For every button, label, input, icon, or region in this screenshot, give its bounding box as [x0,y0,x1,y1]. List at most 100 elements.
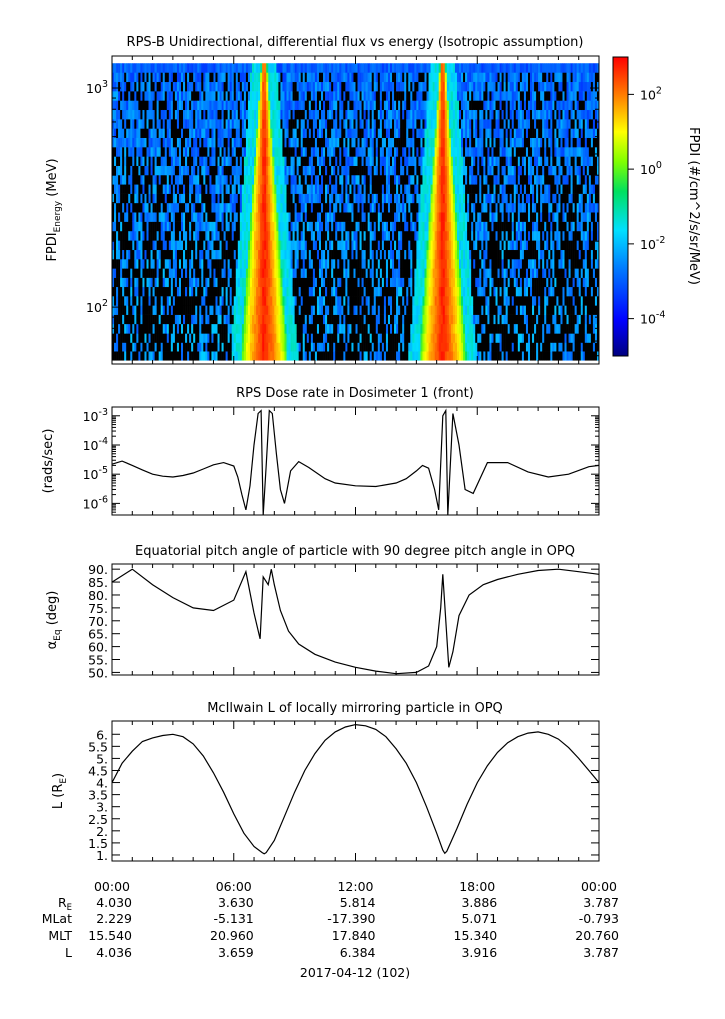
spectrogram-cell [280,165,283,176]
spectrogram-cell [323,193,326,204]
spectrogram-cell [302,259,306,269]
spectrogram-cell [408,109,411,120]
spectrogram-cell [170,165,174,176]
spectrogram-cell [205,202,208,213]
spectrogram-cell [357,193,360,204]
spectrogram-cell [373,63,377,73]
spectrogram-cell [201,323,204,334]
spectrogram-cell [385,184,389,194]
spectrogram-cell [134,277,137,288]
spectrogram-cell [363,156,366,167]
spectrogram-cell [331,296,334,306]
spectrogram-cell [272,184,275,194]
spectrogram-cell [221,268,224,278]
spectrogram-cell [387,193,391,204]
spectrogram-cell [187,81,190,92]
spectrogram-cell [314,333,318,343]
spectrogram-cell [381,174,385,185]
spectrogram-cell [414,91,417,101]
spectrogram-cell [245,212,249,222]
spectrogram-cell [197,193,200,204]
spectrogram-cell [392,137,395,148]
spectrogram-cell [150,63,153,73]
spectrogram-cell [193,128,196,138]
spectrogram-cell [197,286,200,297]
spectrogram-cell [308,72,312,83]
spectrogram-cell [333,156,336,167]
spectrogram-cell [185,63,188,73]
spectrogram-cell [385,240,389,251]
spectrogram-cell [174,323,178,334]
spectrogram-cell [225,249,228,260]
spectrogram-cell [379,240,383,251]
spectrogram-cell [355,277,358,288]
spectrogram-cell [308,314,312,325]
spectrogram-cell [406,305,409,315]
spectrogram-cell [422,128,425,138]
spectrogram-cell [138,81,141,92]
spectrogram-cell [172,259,176,269]
spectrogram-cell [239,333,243,343]
spectrogram-cell [390,147,393,157]
spectrogram-cell [349,184,352,194]
spectrogram-cell [402,351,405,361]
spectrogram-cell [323,165,326,176]
spectrogram-cell [337,305,340,315]
spectrogram-cell [426,156,429,167]
spectrogram-cell [136,351,139,361]
spectrogram-cell [402,202,405,213]
spectrogram-cell [379,91,383,101]
spectrogram-cell [387,230,391,241]
spectrogram-cell [231,165,235,176]
spectrogram-cell [367,259,371,269]
spectrogram-cell [241,109,245,120]
spectrogram-cell [134,240,137,251]
spectrogram-cell [191,165,194,176]
spectrogram-cell [292,221,295,232]
spectrogram-cell [231,268,235,278]
spectrogram-cell [191,249,194,260]
spectrogram-cell [323,314,326,325]
spectrogram-cell [254,296,257,306]
spectrogram-cell [264,230,267,241]
spectrogram-cell [323,91,326,101]
spectrogram-cell [223,184,226,194]
spectrogram-cell [292,323,295,334]
spectrogram-cell [414,305,417,315]
spectrogram-cell [426,193,429,204]
spectrogram-cell [314,147,318,157]
spectrogram-cell [400,342,403,352]
spectrogram-cell [166,305,170,315]
spectrogram-cell [398,91,401,101]
spectrogram-cell [178,109,182,120]
spectrogram-cell [118,174,121,185]
spectrogram-cell [243,202,247,213]
spectrogram-cell [304,212,308,222]
spectrogram-cell [318,202,322,213]
spectrogram-cell [158,72,161,83]
spectrogram-cell [172,296,176,306]
spectrogram-cell [170,156,174,167]
spectrogram-cell [136,184,139,194]
spectrogram-cell [217,323,220,334]
spectrogram-cell [276,184,279,194]
spectrogram-cell [398,165,401,176]
spectrogram-cell [235,212,239,222]
spectrogram-cell [170,305,174,315]
spectrogram-cell [199,184,202,194]
spectrogram-cell [176,72,180,83]
spectrogram-cell [304,323,308,334]
spectrogram-cell [144,259,147,269]
spectrogram-cell [126,128,129,138]
spectrogram-cell [318,249,322,260]
spectrogram-cell [258,109,261,120]
spectrogram-cell [122,286,125,297]
spectrogram-cell [420,137,423,148]
spectrogram-cell [150,305,153,315]
spectrogram-cell [343,305,346,315]
spectrogram-cell [170,342,174,352]
spectrogram-cell [120,249,123,260]
spectrogram-cell [219,193,222,204]
spectrogram-cell [318,277,322,288]
spectrogram-cell [363,249,366,260]
